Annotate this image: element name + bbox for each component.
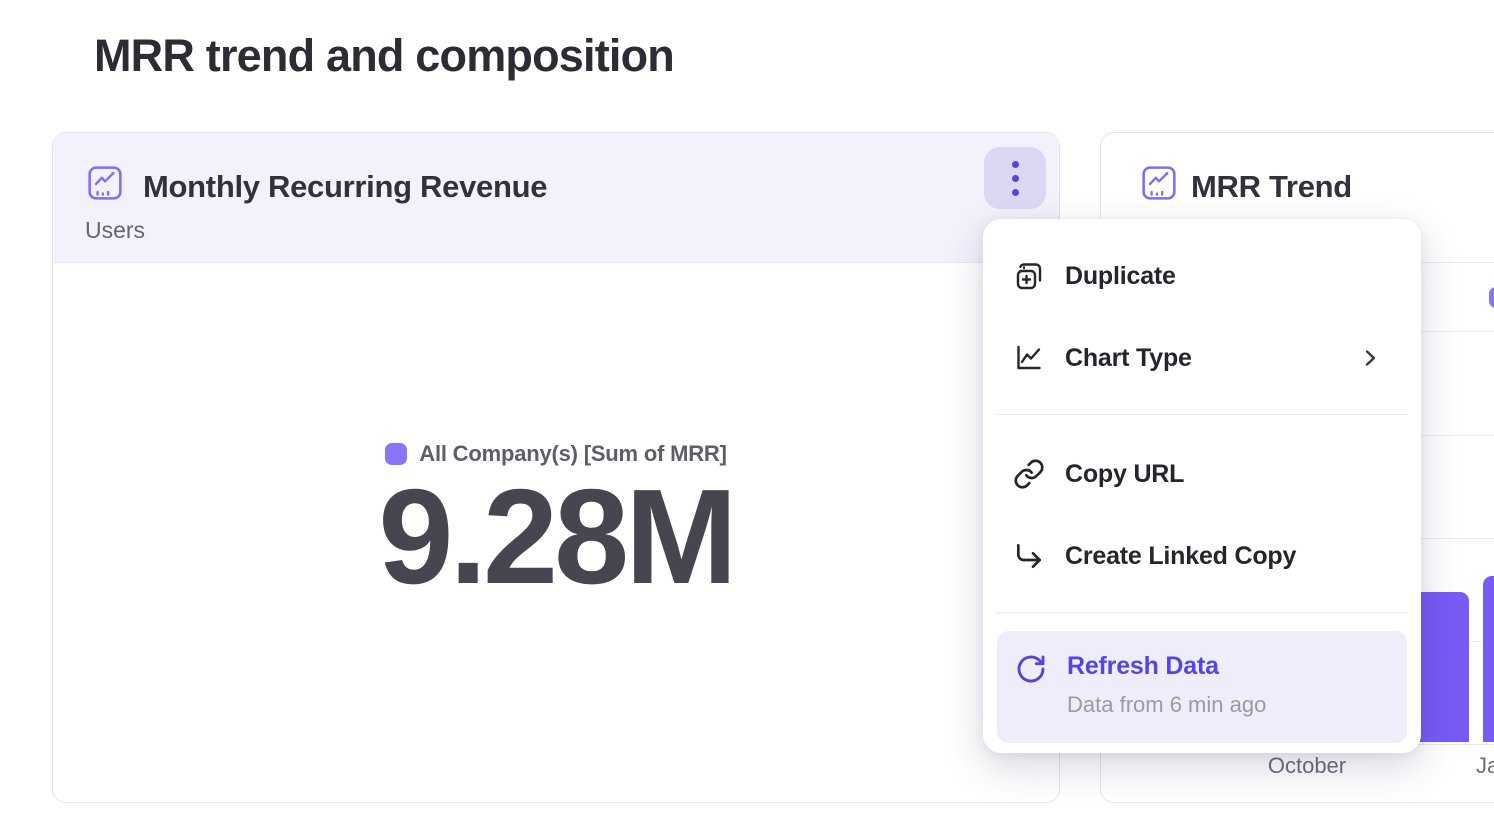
- menu-item-copy-url[interactable]: Copy URL: [983, 446, 1421, 502]
- menu-item-duplicate[interactable]: Duplicate: [983, 248, 1421, 304]
- kebab-menu-icon: [1011, 160, 1019, 196]
- legend-label: All Company(s) [Sum of MRR]: [419, 441, 727, 466]
- page-title: MRR trend and composition: [94, 30, 675, 81]
- menu-item-refresh-data[interactable]: Refresh Data Data from 6 min ago: [997, 631, 1407, 743]
- corner-down-right-icon: [1013, 540, 1045, 572]
- metric-card: Monthly Recurring Revenue Users All Comp…: [52, 132, 1060, 803]
- metric-card-subtitle: Users: [85, 217, 146, 243]
- line-chart-card-icon: [1141, 165, 1177, 201]
- metric-card-header: Monthly Recurring Revenue Users: [53, 133, 1059, 263]
- chart-type-icon: [1013, 342, 1045, 374]
- menu-item-label: Create Linked Copy: [1065, 541, 1297, 570]
- refresh-data-age: Data from 6 min ago: [1067, 692, 1267, 717]
- card-menu-button[interactable]: [984, 147, 1046, 209]
- menu-item-label: Refresh Data: [1067, 652, 1219, 680]
- link-icon: [1013, 458, 1045, 490]
- refresh-icon: [1015, 653, 1047, 685]
- legend-swatch: [385, 443, 408, 465]
- bar-january: [1483, 576, 1494, 742]
- line-chart-card-icon: [87, 165, 123, 201]
- menu-divider: [997, 414, 1407, 415]
- trend-card-title: MRR Trend: [1191, 169, 1352, 204]
- duplicate-icon: [1013, 260, 1045, 292]
- metric-value: 9.28M: [378, 461, 737, 612]
- menu-item-label: Copy URL: [1065, 459, 1185, 488]
- menu-item-label: Chart Type: [1065, 343, 1192, 372]
- menu-item-chart-type[interactable]: Chart Type: [983, 330, 1421, 386]
- x-axis-label-october: October: [1267, 753, 1347, 778]
- metric-legend: All Company(s) [Sum of MRR]: [53, 441, 1059, 467]
- x-axis-label-january: January: [1476, 753, 1494, 778]
- chevron-right-icon: [1359, 347, 1381, 369]
- menu-divider: [997, 612, 1407, 613]
- trend-legend-swatch: [1489, 287, 1494, 308]
- card-context-menu: Duplicate Chart Type Copy URL: [983, 219, 1421, 753]
- metric-card-title: Monthly Recurring Revenue: [143, 169, 548, 204]
- menu-item-label: Duplicate: [1065, 261, 1176, 290]
- menu-item-create-linked-copy[interactable]: Create Linked Copy: [983, 528, 1421, 584]
